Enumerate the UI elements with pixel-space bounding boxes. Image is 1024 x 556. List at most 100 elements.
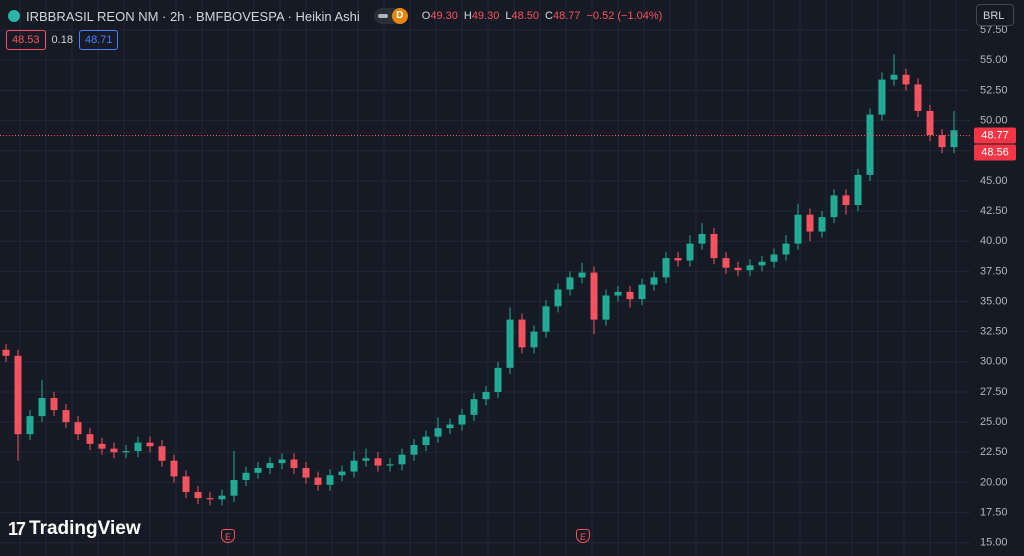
candle-body — [806, 214, 814, 232]
ohlc-value: 48.50 — [511, 10, 539, 22]
ohlc-value: 49.30 — [430, 10, 458, 22]
candle-body — [350, 460, 358, 472]
candle-body — [194, 492, 202, 499]
bid-price[interactable]: 48.53 — [6, 30, 46, 50]
y-tick-label: 37.50 — [980, 265, 1008, 277]
candle-body — [254, 467, 262, 473]
candle-body — [770, 254, 778, 262]
candle-body — [50, 398, 58, 411]
candle-body — [758, 261, 766, 266]
ohlc-value: 49.30 — [471, 10, 500, 22]
ohlc-key: C — [545, 10, 553, 22]
candle-body — [14, 355, 22, 435]
candle-body — [206, 498, 214, 500]
ohlc-key: L — [505, 10, 512, 22]
candle-body — [938, 135, 946, 148]
candle-body — [614, 291, 622, 296]
candle-body — [782, 243, 790, 255]
watermark: 17 TradingView — [8, 518, 141, 539]
candle-body — [458, 414, 466, 425]
candle-body — [554, 289, 562, 307]
candle-body — [950, 130, 958, 148]
candle-body — [410, 445, 418, 455]
candle-body — [578, 272, 586, 278]
y-tick-label: 50.00 — [980, 115, 1008, 127]
y-tick-label: 42.50 — [980, 205, 1008, 217]
candle-body — [110, 448, 118, 453]
candle-body — [266, 463, 274, 468]
y-tick-label: 57.50 — [980, 24, 1008, 36]
candle-body — [506, 319, 514, 368]
candle-body — [230, 480, 238, 496]
candle-body — [830, 195, 838, 218]
candle-body — [818, 217, 826, 232]
candle-body — [446, 424, 454, 429]
y-tick-label: 32.50 — [980, 326, 1008, 338]
candle-body — [338, 471, 346, 476]
ohlc-legend: O49.30 H49.30 L48.50 C48.77 — [422, 10, 587, 22]
candle-body — [134, 442, 142, 452]
prev-close-label: 48.56 — [981, 146, 1009, 158]
candle-body — [170, 460, 178, 477]
candle-body — [890, 74, 898, 80]
candle-body — [314, 477, 322, 485]
candle-body — [686, 243, 694, 261]
session-toggle[interactable]: D — [373, 8, 408, 24]
spread: 0.18 — [51, 34, 73, 46]
ohlc-key: O — [421, 10, 431, 22]
candle-body — [278, 459, 286, 464]
symbol-icon — [8, 10, 20, 22]
candle-body — [914, 84, 922, 111]
candle-body — [122, 451, 130, 453]
candle-body — [626, 291, 634, 300]
candle-body — [638, 284, 646, 300]
candle-body — [650, 277, 658, 285]
y-tick-label: 40.00 — [980, 235, 1008, 247]
earnings-marker[interactable]: E — [221, 529, 235, 543]
candle-body — [734, 267, 742, 271]
change: −0.52 (−1.04%) — [586, 10, 663, 22]
candle-body — [482, 391, 490, 400]
candle-body — [398, 454, 406, 465]
candle-body — [794, 214, 802, 244]
candle-body — [866, 114, 874, 175]
candle-body — [290, 459, 298, 468]
y-tick-label: 22.50 — [980, 446, 1008, 458]
candle-body — [878, 79, 886, 115]
y-tick-label: 25.00 — [980, 416, 1008, 428]
candle-body — [698, 233, 706, 244]
candle-body — [662, 258, 670, 278]
candle-body — [74, 422, 82, 435]
candle-body — [566, 277, 574, 290]
candle-body — [98, 443, 106, 449]
y-tick-label: 35.00 — [980, 295, 1008, 307]
ask-price[interactable]: 48.71 — [78, 30, 119, 50]
candle-body — [374, 458, 382, 466]
earnings-marker[interactable]: E — [576, 529, 590, 543]
last-price-label: 48.77 — [981, 129, 1009, 141]
candle-body — [38, 398, 46, 417]
y-tick-label: 15.00 — [980, 537, 1008, 549]
candle-body — [242, 472, 250, 481]
quote-row: 48.53 0.18 48.71 — [6, 30, 119, 50]
candle-body — [902, 74, 910, 85]
candle-body — [422, 436, 430, 446]
candle-body — [710, 233, 718, 259]
ohlc-value: 48.77 — [552, 10, 581, 22]
currency-button[interactable]: BRL — [976, 4, 1014, 26]
candle-body — [542, 306, 550, 332]
candle-body — [26, 416, 34, 435]
prev-close-tag — [974, 144, 1016, 161]
candle-body — [158, 446, 166, 461]
candle-body — [182, 476, 190, 493]
y-tick-label: 52.50 — [980, 84, 1008, 96]
candle-body — [386, 464, 394, 466]
candle-body — [2, 349, 10, 356]
badge: D — [391, 8, 408, 24]
candle-body — [362, 458, 370, 461]
candle-body — [218, 495, 226, 500]
candle-body — [494, 367, 502, 392]
y-tick-label: 20.00 — [980, 476, 1008, 488]
